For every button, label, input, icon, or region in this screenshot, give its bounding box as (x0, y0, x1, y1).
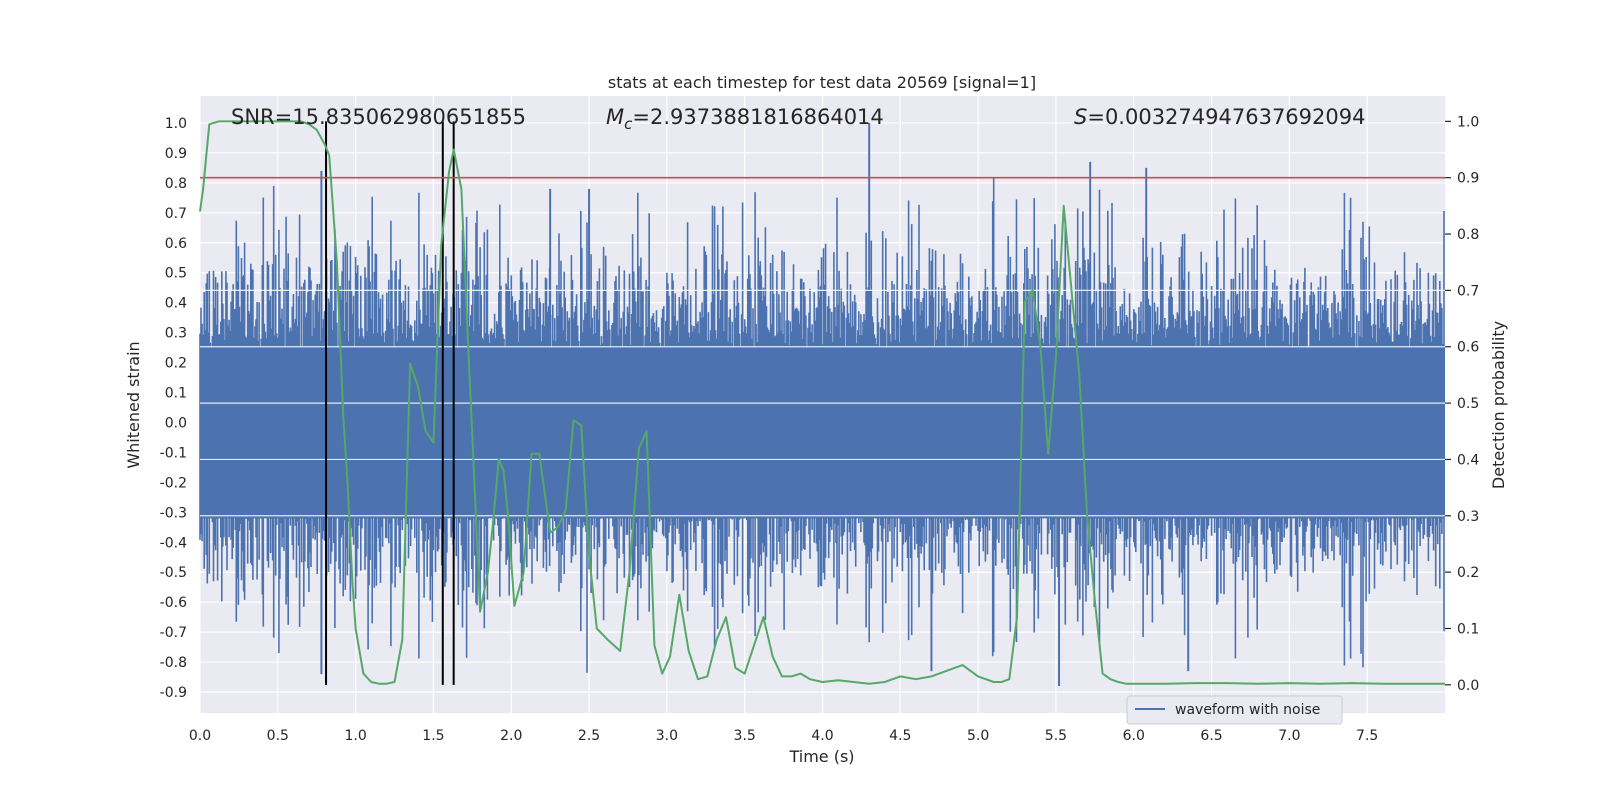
y-left-tick-label-0: 1.0 (165, 116, 187, 132)
y-left-tick-label-1: 0.9 (165, 146, 187, 162)
y-left-tick-label-16: -0.6 (160, 595, 187, 611)
y-left-tick-label-11: -0.1 (160, 445, 187, 461)
s-value: =0.003274947637692094 (1087, 105, 1365, 129)
y-left-tick-label-13: -0.3 (160, 505, 187, 521)
x-tick-label-1: 0.5 (267, 728, 289, 744)
mc-subscript: c (624, 115, 633, 133)
y-left-tick-label-18: -0.8 (160, 655, 187, 671)
y-left-tick-label-15: -0.5 (160, 565, 187, 581)
y-axis-label-right: Detection probability (1489, 321, 1508, 489)
x-tick-label-13: 6.5 (1200, 728, 1222, 744)
y-right-tick-label-3: 0.7 (1457, 283, 1479, 299)
x-tick-label-12: 6.0 (1123, 728, 1145, 744)
x-tick-label-8: 4.0 (811, 728, 833, 744)
x-tick-label-6: 3.0 (656, 728, 678, 744)
y-left-tick-label-12: -0.2 (160, 475, 187, 491)
s-annotation: S=0.003274947637692094 (1074, 105, 1365, 129)
y-right-tick-label-9: 0.1 (1457, 621, 1479, 637)
y-right-tick-label-5: 0.5 (1457, 396, 1479, 412)
chart-title: stats at each timestep for test data 205… (608, 73, 1036, 92)
x-tick-label-14: 7.0 (1278, 728, 1300, 744)
y-right-tick-label-10: 0.0 (1457, 678, 1479, 694)
y-left-tick-label-8: 0.2 (165, 356, 187, 372)
legend-label-strain: waveform with noise (1175, 702, 1320, 718)
y-left-tick-label-4: 0.6 (165, 236, 187, 252)
y-left-tick-label-9: 0.1 (165, 386, 187, 402)
y-right-tick-label-0: 1.0 (1457, 114, 1479, 130)
x-tick-label-5: 2.5 (578, 728, 600, 744)
y-right-tick-label-4: 0.6 (1457, 340, 1479, 356)
y-left-tick-label-17: -0.7 (160, 625, 187, 641)
y-right-tick-label-1: 0.9 (1457, 171, 1479, 187)
x-tick-label-3: 1.5 (422, 728, 444, 744)
chirp-mass-annotation: Mc=2.9373881816864014 (606, 105, 884, 133)
snr-annotation: SNR=15.835062980651855 (231, 105, 526, 129)
x-tick-label-2: 1.0 (344, 728, 366, 744)
x-tick-label-7: 3.5 (734, 728, 756, 744)
x-ticks: 0.0 0.5 1.0 1.5 2.0 2.5 3.0 3.5 4.0 4.5 5.0 5.5 6.0 6… (189, 728, 1378, 744)
x-tick-label-10: 5.0 (967, 728, 989, 744)
y-left-tick-label-2: 0.8 (165, 176, 187, 192)
x-tick-label-15: 7.5 (1356, 728, 1378, 744)
y-left-tick-label-5: 0.5 (165, 266, 187, 282)
s-symbol: S (1074, 105, 1087, 129)
x-tick-label-0: 0.0 (189, 728, 211, 744)
y-axis-label-left: Whitened strain (124, 341, 143, 468)
mc-value: =2.9373881816864014 (632, 105, 883, 129)
y-ticks-right: 1.0 0.9 0.8 0.7 0.6 0.5 0.4 0.3 0.2 0.1 0.0 (1445, 114, 1479, 694)
legend-box (1126, 695, 1343, 725)
probability-line (199, 120, 1445, 685)
y-left-tick-label-14: -0.4 (160, 535, 187, 551)
x-axis-label: Time (s) (788, 747, 854, 766)
y-left-tick-label-19: -0.9 (160, 685, 187, 701)
vertical-lines (325, 121, 455, 685)
x-tick-label-11: 5.5 (1045, 728, 1067, 744)
y-left-tick-label-6: 0.4 (165, 296, 187, 312)
y-left-tick-label-7: 0.3 (165, 326, 187, 342)
x-tick-label-4: 2.0 (500, 728, 522, 744)
x-tick-label-9: 4.5 (889, 728, 911, 744)
y-right-tick-label-7: 0.3 (1457, 509, 1479, 525)
y-right-tick-label-6: 0.4 (1457, 452, 1479, 468)
y-left-tick-label-10: 0.0 (165, 415, 187, 431)
mc-symbol: M (606, 105, 624, 129)
strain-core-band (200, 347, 1445, 519)
y-left-tick-label-3: 0.7 (165, 206, 187, 222)
y-ticks-left: 1.0 0.9 0.8 0.7 0.6 0.5 0.4 0.3 0.2 0.1 0.0 -0.1 -0.… (160, 116, 187, 701)
probability-series (199, 120, 1445, 685)
y-right-tick-label-8: 0.2 (1457, 565, 1479, 581)
y-right-tick-label-2: 0.8 (1457, 227, 1479, 243)
legend: waveform with noise (1126, 695, 1343, 725)
